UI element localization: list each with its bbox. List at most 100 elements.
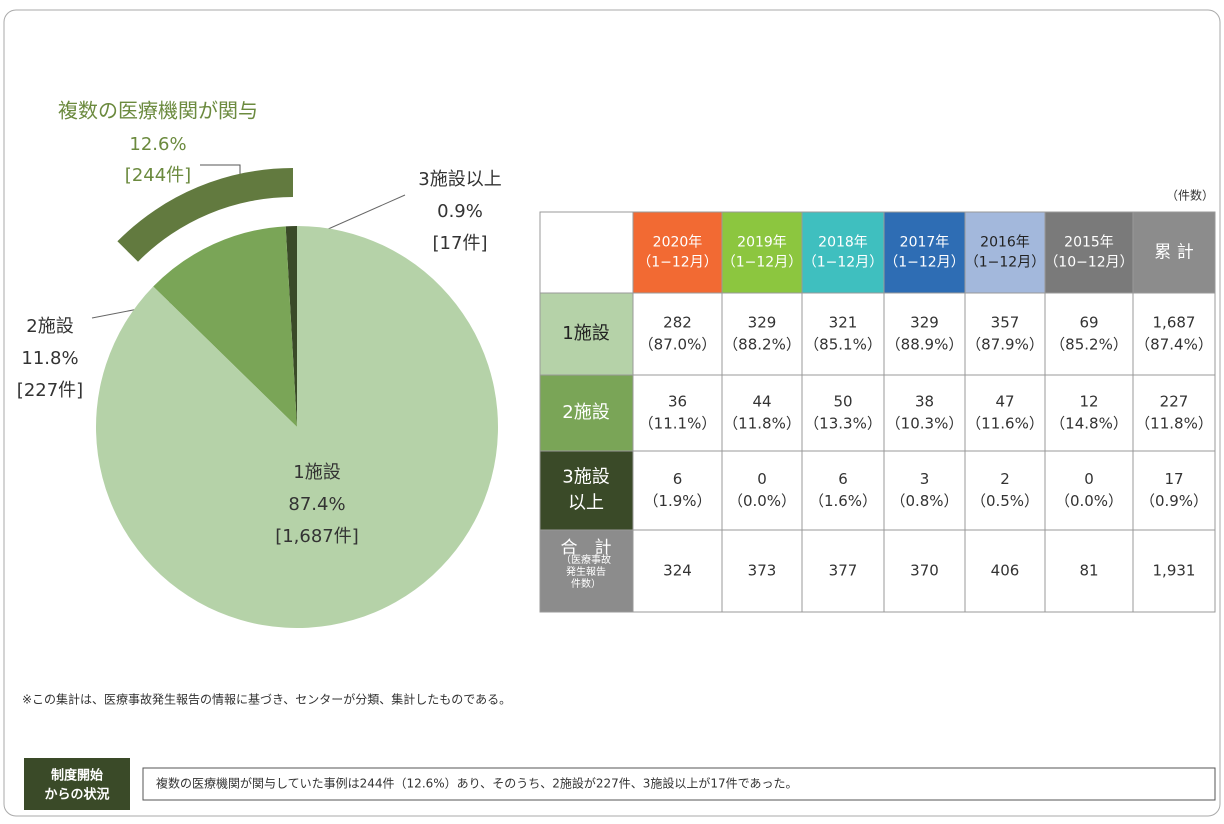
label: 合 計 <box>561 538 612 558</box>
label: 81 <box>1079 562 1098 580</box>
cell <box>883 529 966 613</box>
cell <box>632 374 723 452</box>
label: 2施設 <box>562 402 609 423</box>
label: 2015年 <box>1064 235 1114 251</box>
column-header <box>721 211 803 294</box>
label: 制度開始 <box>51 768 103 784</box>
row-header <box>539 292 634 376</box>
summary-box <box>142 767 1216 801</box>
label: からの状況 <box>44 787 109 803</box>
label: ※この集計は、医療事故発生報告の情報に基づき、センターが分類、集計したものである… <box>22 692 511 707</box>
column-header <box>1132 211 1216 294</box>
label: 以上 <box>568 493 604 514</box>
corner-cell <box>539 211 634 294</box>
label: （88.2%） <box>723 336 801 354</box>
cell <box>964 529 1046 613</box>
label: （0.0%） <box>1055 492 1123 510</box>
label: 44 <box>752 393 771 411</box>
label: 227 <box>1160 393 1189 411</box>
cell <box>1132 529 1216 613</box>
label: （1−12月） <box>803 255 883 271</box>
cell <box>801 374 885 452</box>
label: 50 <box>833 393 852 411</box>
row-header <box>539 529 634 613</box>
pie-slice <box>285 226 297 427</box>
label: （1.9%） <box>643 492 711 510</box>
row-header <box>539 450 634 531</box>
label: 件数） <box>571 577 601 590</box>
label: 発生報告 <box>566 565 606 578</box>
label: （0.8%） <box>890 492 958 510</box>
label: 87.4% <box>288 494 345 515</box>
label: 69 <box>1079 314 1098 332</box>
cell <box>632 529 723 613</box>
label: （14.8%） <box>1050 415 1128 433</box>
label: 329 <box>910 314 939 332</box>
cell <box>721 374 803 452</box>
label: 11.8% <box>21 348 78 369</box>
cell <box>964 450 1046 531</box>
label: 1,931 <box>1153 562 1196 580</box>
label: （85.1%） <box>804 336 882 354</box>
cell <box>632 450 723 531</box>
cell <box>721 292 803 376</box>
label: （85.2%） <box>1050 336 1128 354</box>
label: （10−12月） <box>1044 255 1133 271</box>
label: 6 <box>673 470 683 488</box>
label: （1.6%） <box>809 492 877 510</box>
label: 1,687 <box>1153 314 1196 332</box>
badge <box>24 758 130 810</box>
label: 377 <box>829 562 858 580</box>
label: （1−12月） <box>637 255 717 271</box>
cell <box>1044 292 1134 376</box>
label: 373 <box>748 562 777 580</box>
label: （87.9%） <box>966 336 1044 354</box>
label: 12 <box>1079 393 1098 411</box>
label: 2018年 <box>818 235 868 251</box>
label: 0 <box>1084 470 1094 488</box>
label: 2施設 <box>26 316 73 337</box>
cell <box>1132 292 1216 376</box>
column-header <box>883 211 966 294</box>
label: 282 <box>663 314 692 332</box>
label: 321 <box>829 314 858 332</box>
label: （87.0%） <box>639 336 717 354</box>
label: [17件] <box>433 233 488 254</box>
label: （11.8%） <box>723 415 801 433</box>
label: 0.9% <box>437 201 483 222</box>
label: 3 <box>920 470 930 488</box>
cell <box>1132 374 1216 452</box>
label: （1−12月） <box>884 255 964 271</box>
label: （13.3%） <box>804 415 882 433</box>
label: [227件] <box>17 380 83 401</box>
cell <box>801 450 885 531</box>
label: 2017年 <box>900 235 950 251</box>
label: （11.1%） <box>639 415 717 433</box>
cell <box>1132 450 1216 531</box>
label: 357 <box>991 314 1020 332</box>
label: 36 <box>668 393 687 411</box>
row-header <box>539 374 634 452</box>
cell <box>964 292 1046 376</box>
label: 累 計 <box>1154 243 1193 263</box>
label: 47 <box>995 393 1014 411</box>
cell <box>1044 374 1134 452</box>
label: （10.3%） <box>886 415 964 433</box>
label: （0.5%） <box>971 492 1039 510</box>
label: 406 <box>991 562 1020 580</box>
label: （件数） <box>1166 188 1214 203</box>
label: 370 <box>910 562 939 580</box>
label: 2 <box>1000 470 1010 488</box>
label: （87.4%） <box>1135 336 1213 354</box>
label: 複数の医療機関が関与していた事例は244件（12.6%）あり、そのうち、2施設が… <box>156 776 798 791</box>
column-header <box>801 211 885 294</box>
label: 2019年 <box>737 235 787 251</box>
cell <box>801 292 885 376</box>
cell <box>883 292 966 376</box>
label: （11.8%） <box>1135 415 1213 433</box>
label: 3施設以上 <box>418 169 501 190</box>
label: 324 <box>663 562 692 580</box>
label: （1−12月） <box>965 255 1045 271</box>
label: 1施設 <box>562 323 609 344</box>
